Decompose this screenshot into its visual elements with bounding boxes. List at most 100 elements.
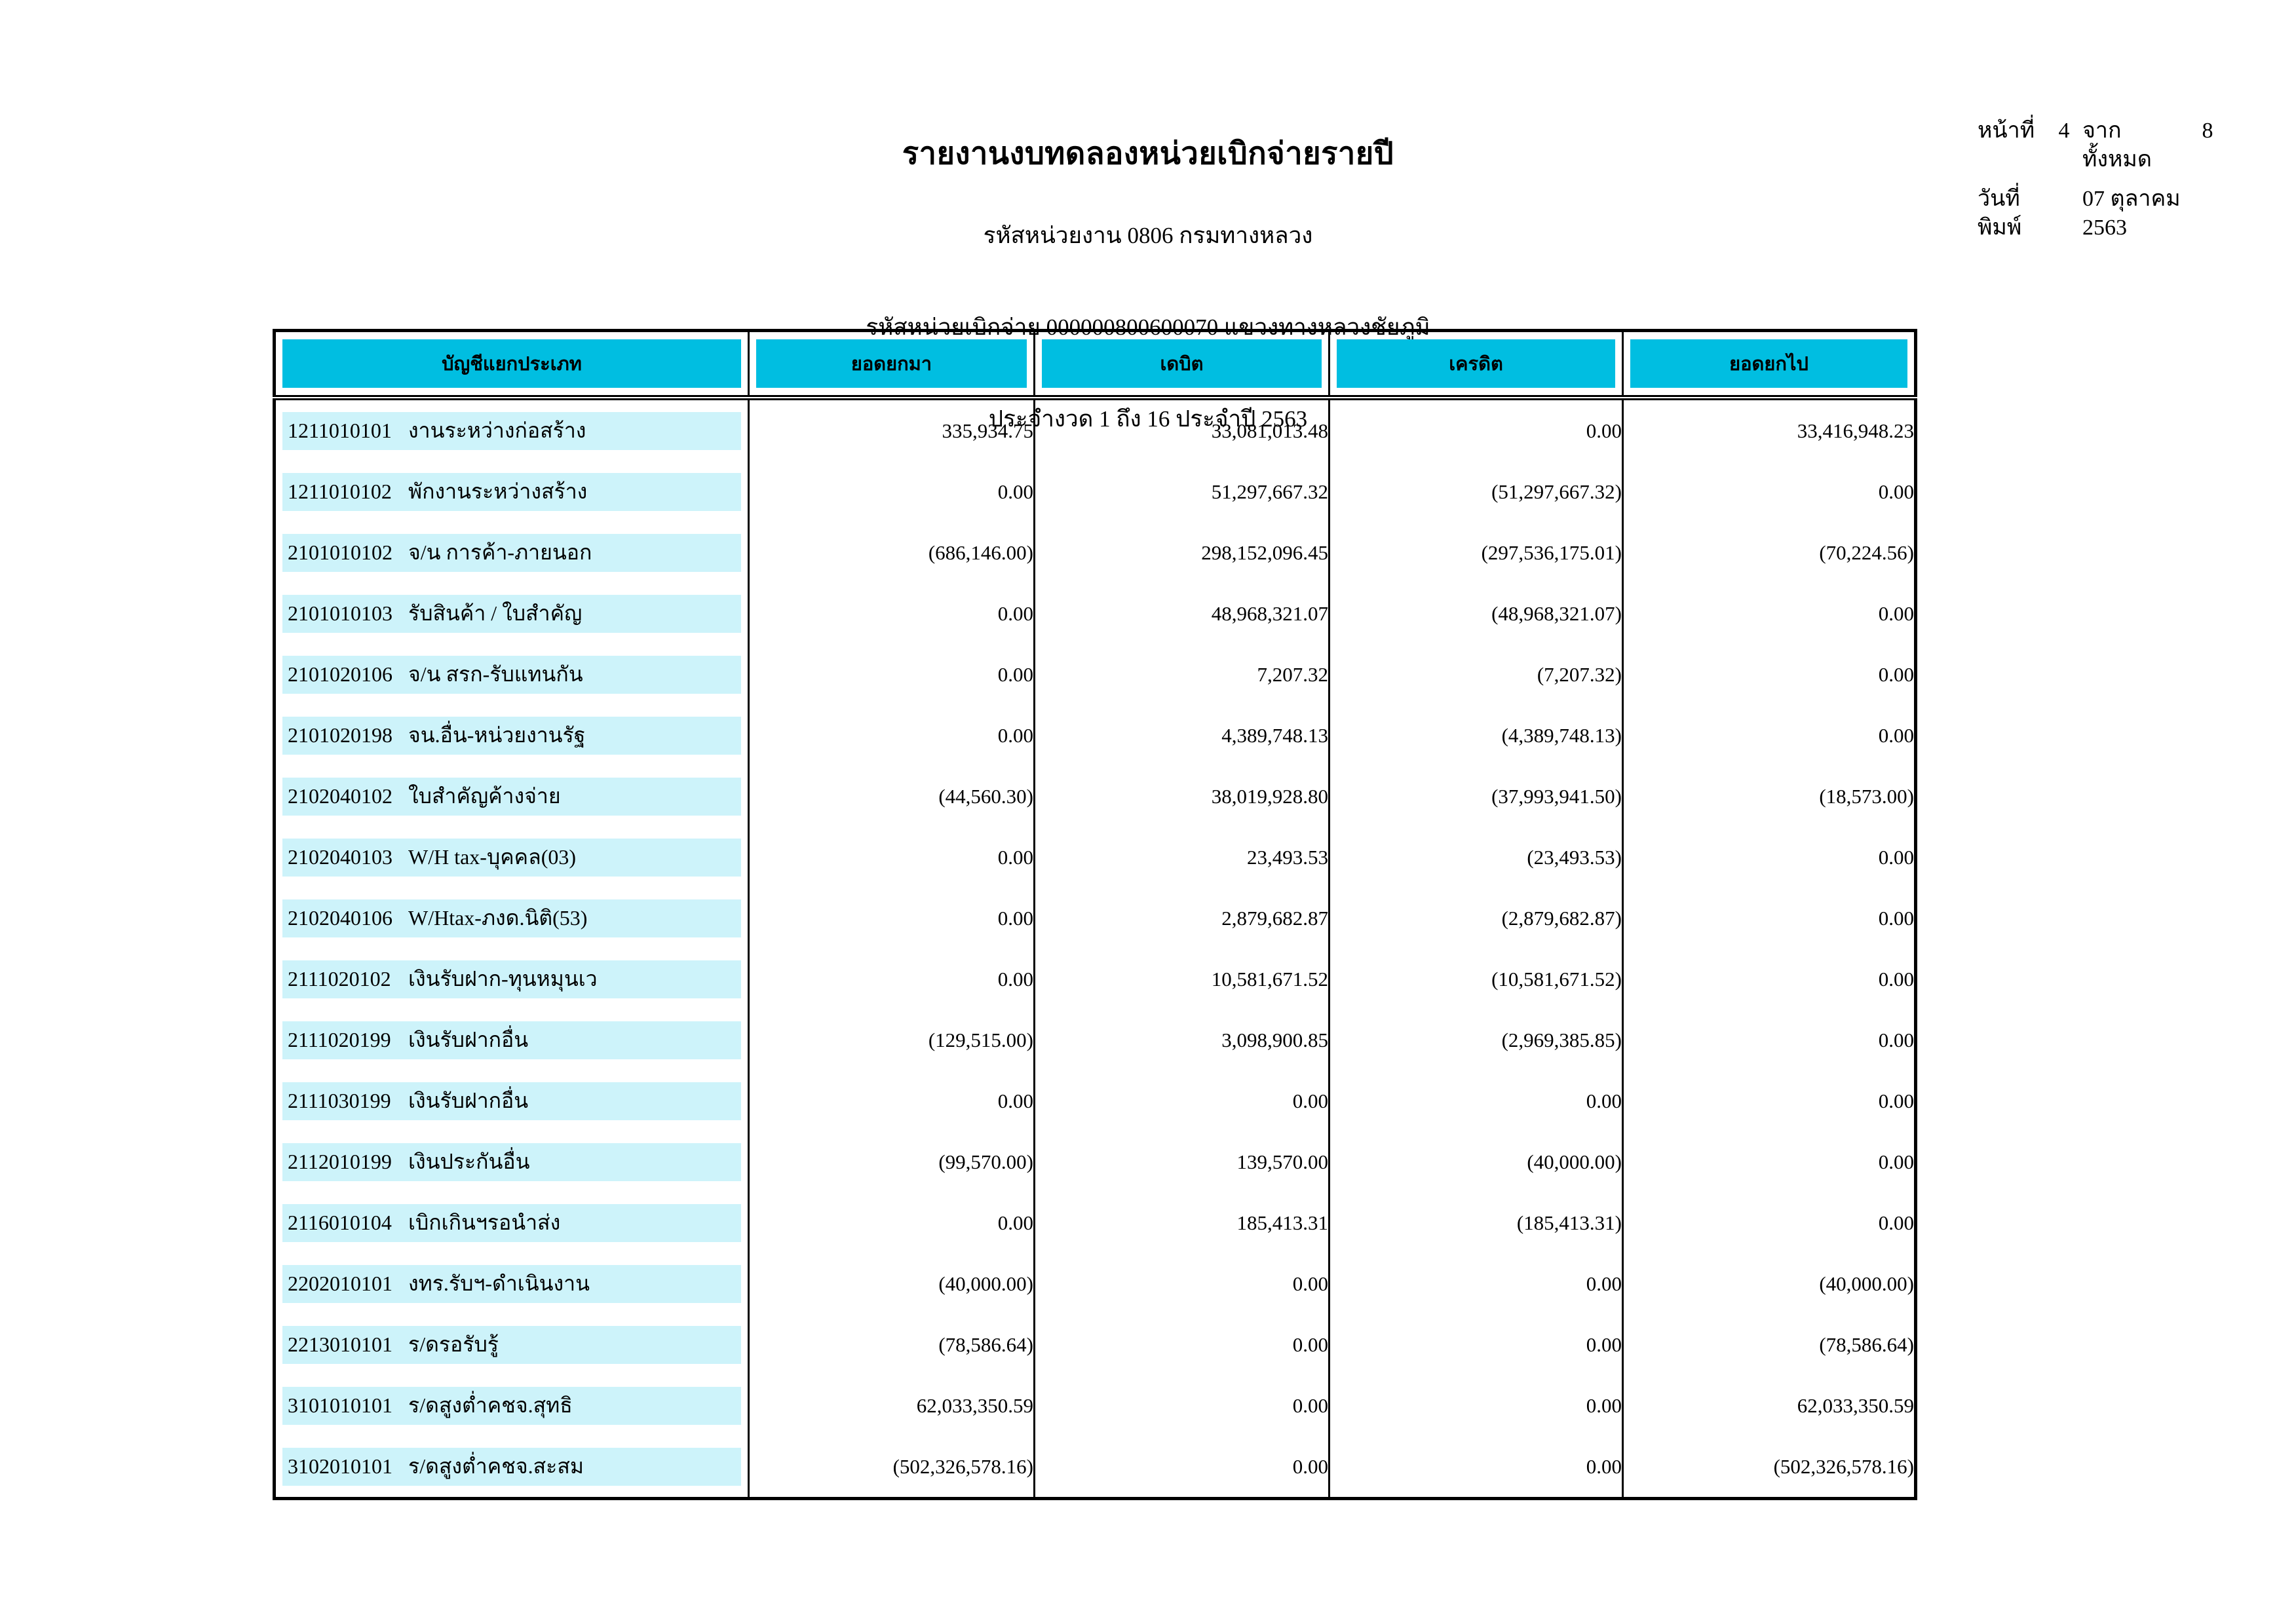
account-name: เงินรับฝาก-ทุนหมุนเว [408,967,598,991]
account-band: 2111020199 เงินรับฝากอื่น [282,1021,741,1059]
amount-cell: (2,969,385.85) [1328,1010,1623,1070]
amount-cell: 2,879,682.87 [1033,888,1330,949]
account-cell: 2102040103 W/H tax-บุคคล(03) [275,827,749,888]
account-name: จ/น การค้า-ภายนอก [408,540,592,564]
amount-cell: 298,152,096.45 [1033,522,1330,583]
table-row: 2102040102 ใบสำคัญค้างจ่าย (44,560.30) 3… [275,766,1916,827]
amount-cell: 10,581,671.52 [1033,949,1330,1010]
col-header-account: บัญชีแยกประเภท [274,330,749,400]
amount-cell: 0.00 [1328,1070,1623,1131]
amount-cell: 0.00 [1328,398,1623,461]
account-band: 2111030199 เงินรับฝากอื่น [282,1082,741,1120]
account-name: W/Htax-ภงด.นิติ(53) [408,906,588,930]
amount-cell: (40,000.00) [1622,1253,1916,1314]
amount-cell: 48,968,321.07 [1033,583,1330,644]
account-name: เงินรับฝากอื่น [408,1028,529,1051]
amount-cell: 0.00 [1622,1192,1916,1253]
account-band: 2101020198 จน.อื่น-หน่วยงานรัฐ [282,716,741,755]
amount-cell: 0.00 [1622,461,1916,522]
account-name: ร/ดรอรับรู้ [408,1332,499,1356]
account-cell: 2111020102 เงินรับฝาก-ทุนหมุนเว [275,949,749,1010]
amount-cell: 51,297,667.32 [1033,461,1330,522]
amount-cell: (7,207.32) [1328,644,1623,705]
table-row: 3101010101 ร/ดสูงต่ำคชจ.สุทธิ 62,033,350… [275,1375,1916,1436]
account-code: 2101010103 [288,601,392,625]
total-pages-label: จากทั้งหมด [2082,119,2152,172]
amount-cell: (502,326,578.16) [1622,1436,1916,1499]
table-row: 2101010102 จ/น การค้า-ภายนอก (686,146.00… [275,522,1916,583]
account-code: 2112010199 [288,1150,392,1173]
account-cell: 2116010104 เบิกเกินฯรอนำส่ง [275,1192,749,1253]
account-code: 2111030199 [288,1089,391,1112]
table-row: 2111020102 เงินรับฝาก-ทุนหมุนเว 0.00 10,… [275,949,1916,1010]
amount-cell: 0.00 [1033,1375,1330,1436]
amount-cell: 0.00 [748,827,1035,888]
account-band: 3102010101 ร/ดสูงต่ำคชจ.สะสม [282,1447,741,1486]
col-header-debit: เดบิต [1033,330,1330,400]
amount-cell: 0.00 [748,949,1035,1010]
table-row: 2112010199 เงินประกันอื่น (99,570.00) 13… [275,1131,1916,1192]
col-header-opening-chip: ยอดยกมา [756,339,1027,388]
amount-cell: 0.00 [1622,705,1916,766]
account-code: 3102010101 [288,1454,392,1478]
account-cell: 2102040106 W/Htax-ภงด.นิติ(53) [275,888,749,949]
account-name: จน.อื่น-หน่วยงานรัฐ [408,723,586,747]
account-cell: 2102040102 ใบสำคัญค้างจ่าย [275,766,749,827]
table-body: 1211010101 งานระหว่างก่อสร้าง 335,934.75… [275,398,1916,1499]
table-row: 2102040103 W/H tax-บุคคล(03) 0.00 23,493… [275,827,1916,888]
amount-cell: 0.00 [1328,1436,1623,1499]
account-cell: 2101020106 จ/น สรก-รับแทนกัน [275,644,749,705]
account-code: 2202010101 [288,1272,392,1295]
amount-cell: 7,207.32 [1033,644,1330,705]
agency-code-line: รหัสหน่วยงาน 0806 กรมทางหลวง [983,223,1313,248]
account-band: 2112010199 เงินประกันอื่น [282,1142,741,1181]
amount-cell: (40,000.00) [748,1253,1035,1314]
account-cell: 1211010102 พักงานระหว่างสร้าง [275,461,749,522]
account-code: 1211010102 [288,480,392,503]
amount-cell: 23,493.53 [1033,827,1330,888]
col-header-closing-balance: ยอดยกไป [1622,330,1916,400]
account-cell: 2101010103 รับสินค้า / ใบสำคัญ [275,583,749,644]
amount-cell: (10,581,671.52) [1328,949,1623,1010]
account-band: 2101010102 จ/น การค้า-ภายนอก [282,533,741,572]
account-code: 2116010104 [288,1211,392,1234]
amount-cell: (502,326,578.16) [748,1436,1035,1499]
total-pages: 8 [2202,119,2213,143]
amount-cell: (51,297,667.32) [1328,461,1623,522]
table-row: 2102040106 W/Htax-ภงด.นิติ(53) 0.00 2,87… [275,888,1916,949]
account-cell: 3102010101 ร/ดสูงต่ำคชจ.สะสม [275,1436,749,1499]
account-band: 2102040106 W/Htax-ภงด.นิติ(53) [282,899,741,937]
table-row: 2202010101 งทร.รับฯ-ดำเนินงาน (40,000.00… [275,1253,1916,1314]
amount-cell: 33,081,013.48 [1033,398,1330,461]
amount-cell: 0.00 [748,1070,1035,1131]
account-name: จ/น สรก-รับแทนกัน [408,662,583,686]
col-header-credit: เครดิต [1328,330,1623,400]
table-row: 2111020199 เงินรับฝากอื่น (129,515.00) 3… [275,1010,1916,1070]
account-cell: 2101020198 จน.อื่น-หน่วยงานรัฐ [275,705,749,766]
account-name: พักงานระหว่างสร้าง [408,480,588,503]
amount-cell: 0.00 [748,583,1035,644]
amount-cell: (48,968,321.07) [1328,583,1623,644]
account-band: 2213010101 ร/ดรอรับรู้ [282,1325,741,1364]
account-name: งทร.รับฯ-ดำเนินงาน [408,1272,590,1295]
amount-cell: 0.00 [1033,1436,1330,1499]
account-band: 1211010102 พักงานระหว่างสร้าง [282,472,741,511]
amount-cell: (2,879,682.87) [1328,888,1623,949]
table-row: 3102010101 ร/ดสูงต่ำคชจ.สะสม (502,326,57… [275,1436,1916,1499]
print-date: 07 ตุลาคม 2563 [2082,187,2181,240]
amount-cell: (78,586.64) [748,1314,1035,1375]
print-date-label: วันที่พิมพ์ [1978,187,2022,240]
account-band: 1211010101 งานระหว่างก่อสร้าง [282,411,741,450]
report-title: รายงานงบทดลองหน่วยเบิกจ่ายรายปี [902,137,1394,171]
col-header-debit-chip: เดบิต [1042,339,1322,388]
amount-cell: (99,570.00) [748,1131,1035,1192]
account-code: 2102040102 [288,784,392,808]
amount-cell: 4,389,748.13 [1033,705,1330,766]
amount-cell: 0.00 [1328,1314,1623,1375]
account-cell: 2202010101 งทร.รับฯ-ดำเนินงาน [275,1253,749,1314]
account-code: 2213010101 [288,1332,392,1356]
table-header: บัญชีแยกประเภท ยอดยกมา เดบิต เครดิต ยอดย… [274,330,1916,400]
account-cell: 2101010102 จ/น การค้า-ภายนอก [275,522,749,583]
amount-cell: (37,993,941.50) [1328,766,1623,827]
